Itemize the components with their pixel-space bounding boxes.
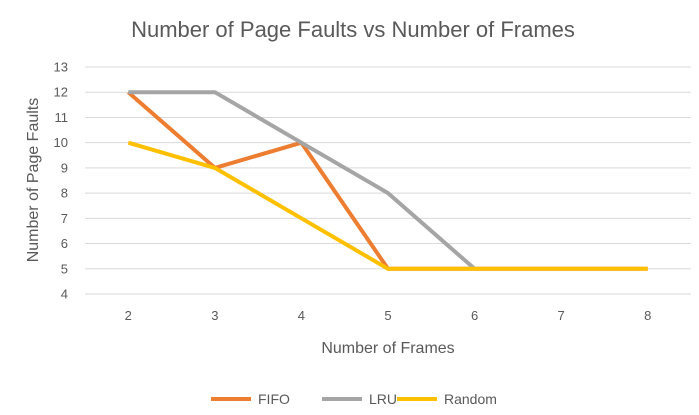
- legend-label-random: Random: [444, 391, 497, 407]
- y-tick-label: 5: [61, 261, 68, 276]
- grid-lines: [85, 66, 691, 295]
- y-axis-ticks: 4 5 6 7 8 9 10 11 12 13: [54, 60, 68, 302]
- legend: FIFO LRU Random: [211, 391, 497, 407]
- chart-title: Number of Page Faults vs Number of Frame…: [131, 17, 575, 42]
- series-line-fifo: [126, 90, 648, 271]
- x-tick-label: 5: [384, 308, 391, 323]
- x-tick-label: 8: [644, 308, 651, 323]
- x-axis-ticks: 2 3 4 5 6 7 8: [125, 308, 652, 323]
- y-tick-label: 11: [55, 110, 69, 125]
- series-lines: [126, 90, 648, 271]
- y-tick-label: 8: [61, 186, 68, 201]
- x-tick-label: 6: [471, 308, 478, 323]
- y-tick-label: 9: [61, 160, 68, 175]
- y-tick-label: 4: [61, 287, 68, 302]
- series-line-random: [127, 140, 648, 271]
- legend-label-fifo: FIFO: [258, 391, 290, 407]
- y-axis-title: Number of Page Faults: [25, 98, 42, 263]
- legend-label-lru: LRU: [369, 391, 397, 407]
- y-tick-label: 7: [61, 211, 68, 226]
- series-line-lru: [128, 90, 476, 271]
- x-tick-label: 7: [558, 308, 565, 323]
- y-tick-label: 10: [54, 135, 68, 150]
- y-tick-label: 12: [54, 85, 68, 100]
- x-tick-label: 3: [211, 308, 218, 323]
- x-axis-title: Number of Frames: [321, 340, 454, 357]
- x-tick-label: 4: [298, 308, 305, 323]
- x-tick-label: 2: [125, 308, 132, 323]
- y-tick-label: 6: [61, 236, 68, 251]
- y-tick-label: 13: [54, 60, 68, 75]
